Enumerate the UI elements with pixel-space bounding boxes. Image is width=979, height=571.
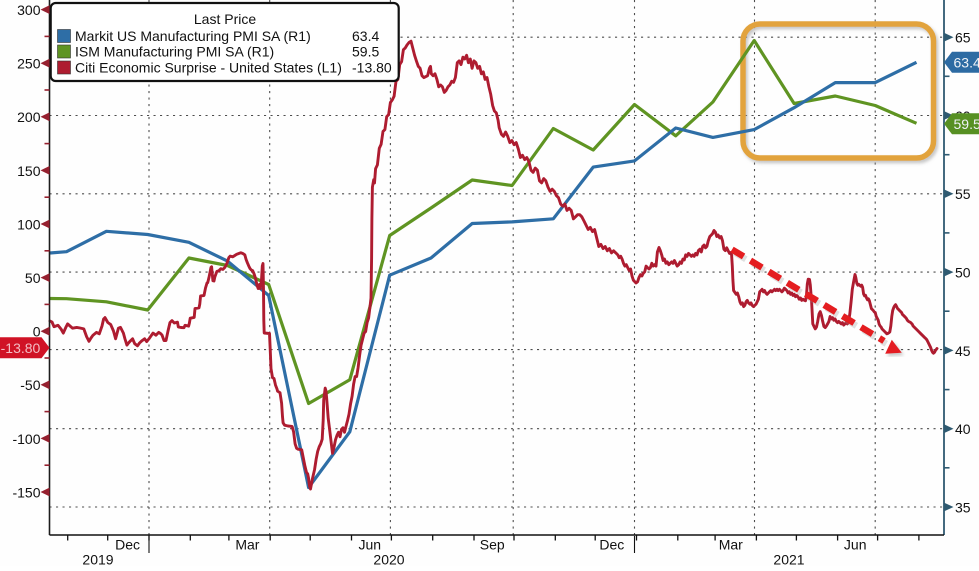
svg-text:45: 45 (955, 343, 971, 359)
svg-text:35: 35 (955, 499, 971, 515)
svg-text:Dec: Dec (599, 537, 624, 553)
svg-text:Jun: Jun (844, 537, 867, 553)
svg-text:65: 65 (955, 30, 971, 46)
svg-text:55: 55 (955, 186, 971, 202)
svg-text:50: 50 (955, 265, 971, 281)
svg-text:Dec: Dec (115, 537, 140, 553)
svg-text:ISM Manufacturing PMI SA (R1): ISM Manufacturing PMI SA (R1) (75, 44, 274, 60)
svg-text:Markit US Manufacturing PMI SA: Markit US Manufacturing PMI SA (R1) (75, 28, 311, 44)
svg-text:-100: -100 (12, 431, 40, 447)
svg-text:40: 40 (955, 421, 971, 437)
svg-text:Mar: Mar (235, 537, 259, 553)
svg-text:Mar: Mar (719, 537, 743, 553)
svg-text:Sep: Sep (480, 537, 505, 553)
svg-text:Jun: Jun (359, 537, 382, 553)
svg-text:Last Price: Last Price (194, 11, 256, 27)
svg-text:0: 0 (33, 324, 41, 340)
svg-text:200: 200 (17, 109, 41, 125)
svg-text:59.5: 59.5 (352, 44, 379, 60)
svg-text:59.5: 59.5 (954, 116, 979, 132)
svg-text:63.4: 63.4 (352, 28, 379, 44)
svg-text:-150: -150 (12, 484, 40, 500)
svg-text:2020: 2020 (373, 552, 404, 567)
svg-text:100: 100 (17, 216, 41, 232)
svg-text:63.4: 63.4 (954, 54, 979, 70)
svg-text:50: 50 (25, 270, 41, 286)
svg-text:250: 250 (17, 56, 41, 72)
svg-text:Citi Economic Surprise - Unite: Citi Economic Surprise - United States (… (75, 60, 342, 76)
svg-text:-13.80: -13.80 (1, 340, 41, 356)
svg-text:300: 300 (17, 2, 41, 18)
svg-text:2021: 2021 (773, 552, 804, 567)
svg-text:2019: 2019 (82, 552, 113, 567)
svg-text:-13.80: -13.80 (352, 60, 392, 76)
svg-text:-50: -50 (20, 377, 40, 393)
svg-text:150: 150 (17, 163, 41, 179)
